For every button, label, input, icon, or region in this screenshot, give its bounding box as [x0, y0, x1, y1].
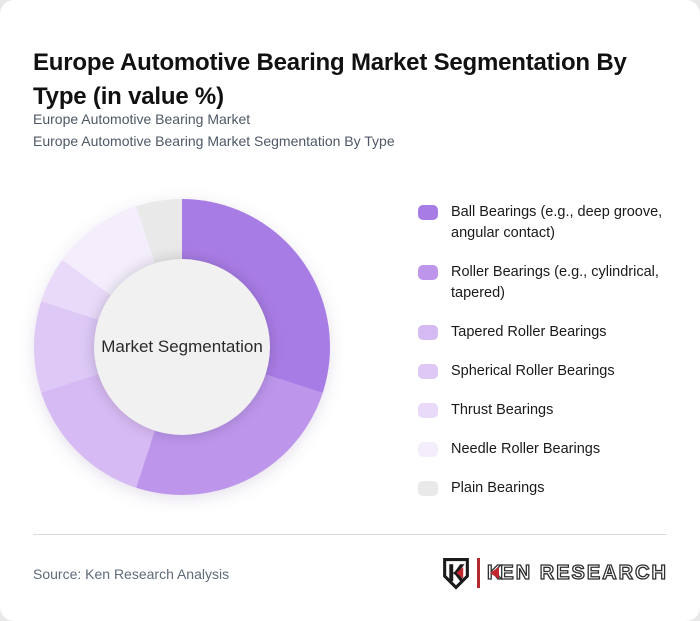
subtitle-line2: Europe Automotive Bearing Market Segment… — [33, 133, 395, 149]
footer-divider — [33, 534, 667, 535]
legend: Ball Bearings (e.g., deep groove, angula… — [418, 202, 700, 517]
legend-item: Tapered Roller Bearings — [418, 322, 700, 343]
page-title-line1: Europe Automotive Bearing Market Segment… — [33, 49, 627, 77]
legend-item: Spherical Roller Bearings — [418, 361, 700, 382]
donut-chart-area: Market Segmentation — [34, 199, 330, 495]
page-title: Europe Automotive Bearing Market Segment… — [33, 46, 627, 114]
legend-swatch-icon — [418, 325, 438, 340]
legend-swatch-icon — [418, 205, 438, 220]
legend-swatch-icon — [418, 481, 438, 496]
legend-label: Needle Roller Bearings — [451, 441, 601, 457]
legend-label: Plain Bearings — [451, 480, 545, 496]
legend-label: Spherical Roller Bearings — [451, 363, 615, 379]
legend-label: Roller Bearings (e.g., cylindrical, tape… — [451, 264, 659, 301]
legend-label: Thrust Bearings — [451, 402, 554, 418]
ken-research-shield-icon — [443, 557, 469, 590]
legend-label: Ball Bearings (e.g., deep groove, angula… — [451, 204, 663, 241]
logo-divider-bar — [476, 558, 480, 588]
legend-item: Thrust Bearings — [418, 400, 700, 421]
subtitle-line1: Europe Automotive Bearing Market — [33, 111, 251, 127]
ken-research-logo: K EN RESEARCH — [442, 555, 668, 591]
legend-swatch-icon — [418, 265, 438, 280]
legend-item: Plain Bearings — [418, 478, 700, 499]
legend-label: Tapered Roller Bearings — [451, 324, 607, 340]
legend-swatch-icon — [418, 364, 438, 379]
legend-swatch-icon — [418, 403, 438, 418]
source-text: Source: Ken Research Analysis — [33, 566, 230, 582]
legend-item: Needle Roller Bearings — [418, 439, 700, 460]
donut-center: Market Segmentation — [94, 259, 270, 435]
logo-wordmark: K EN RESEARCH — [486, 561, 668, 585]
chart-subtitle: Europe Automotive Bearing Market Europe … — [33, 108, 395, 152]
page-title-line2: Type (in value %) — [33, 83, 224, 111]
legend-swatch-icon — [418, 442, 438, 457]
logo-wordmark-rest: EN RESEARCH — [500, 561, 668, 584]
legend-item: Roller Bearings (e.g., cylindrical, tape… — [418, 262, 700, 304]
red-arrow-icon — [490, 567, 500, 579]
donut-center-label: Market Segmentation — [101, 337, 263, 356]
legend-item: Ball Bearings (e.g., deep groove, angula… — [418, 202, 700, 244]
